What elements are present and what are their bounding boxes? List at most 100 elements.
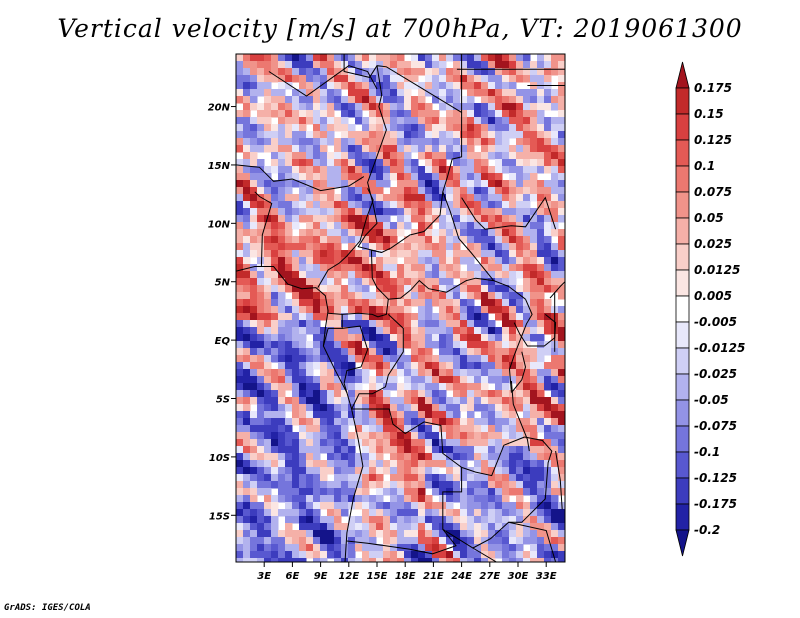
field-cell [551,425,559,433]
field-cell [383,229,391,237]
field-cell [404,446,412,454]
field-cell [502,187,510,195]
field-cell [320,257,328,265]
field-cell [481,474,489,482]
field-cell [362,187,370,195]
field-cell [362,96,370,104]
field-cell [530,488,538,496]
field-cell [306,355,314,363]
field-cell [432,376,440,384]
field-cell [369,495,377,503]
field-cell [397,180,405,188]
field-cell [446,327,454,335]
field-cell [334,124,342,132]
field-cell [432,110,440,118]
field-cell [537,488,545,496]
field-cell [418,355,426,363]
field-cell [509,187,517,195]
field-cell [495,201,503,209]
field-cell [404,523,412,531]
field-cell [432,397,440,405]
field-cell [278,229,286,237]
field-cell [306,152,314,160]
field-cell [509,313,517,321]
field-cell [313,439,321,447]
field-cell [299,432,307,440]
field-cell [341,299,349,307]
field-cell [348,460,356,468]
field-cell [530,194,538,202]
field-cell [544,138,552,146]
field-cell [467,348,475,356]
field-cell [313,544,321,552]
field-cell [516,488,524,496]
field-cell [481,229,489,237]
colorbar-swatch [675,321,690,349]
field-cell [502,474,510,482]
field-cell [530,376,538,384]
field-cell [551,509,559,517]
field-cell [327,68,335,76]
field-cell [558,201,565,209]
field-cell [320,467,328,475]
field-cell [348,152,356,160]
field-cell [530,208,538,216]
field-cell [502,467,510,475]
field-cell [369,257,377,265]
field-cell [488,509,496,517]
field-cell [313,376,321,384]
field-cell [418,166,426,174]
field-cell [383,61,391,69]
field-cell [558,481,565,489]
field-cell [425,257,433,265]
field-cell [292,138,300,146]
field-cell [474,138,482,146]
field-cell [418,61,426,69]
field-cell [523,243,531,251]
field-cell [439,82,447,90]
field-cell [495,467,503,475]
field-cell [271,530,279,538]
field-cell [390,530,398,538]
field-cell [236,180,244,188]
field-cell [474,201,482,209]
x-tick-label: 9E [314,571,328,582]
field-cell [481,348,489,356]
field-cell [271,152,279,160]
y-tick-label: 10S [209,453,230,464]
field-cell [523,509,531,517]
field-cell [530,320,538,328]
field-cell [243,180,251,188]
field-cell [278,243,286,251]
field-cell [523,390,531,398]
field-cell [558,341,565,349]
field-cell [250,544,258,552]
field-cell [327,285,335,293]
field-cell [418,474,426,482]
field-cell [432,509,440,517]
field-cell [439,544,447,552]
field-cell [551,61,559,69]
field-cell [306,481,314,489]
field-cell [551,467,559,475]
field-cell [530,439,538,447]
field-cell [558,292,565,300]
field-cell [257,369,265,377]
field-cell [509,159,517,167]
field-cell [278,474,286,482]
field-cell [474,194,482,202]
field-cell [439,201,447,209]
field-cell [432,271,440,279]
field-cell [390,516,398,524]
field-cell [481,383,489,391]
field-cell [495,446,503,454]
field-cell [341,523,349,531]
field-cell [481,208,489,216]
field-cell [488,54,496,62]
field-cell [320,551,328,559]
field-cell [264,523,272,531]
colorbar-level-label: 0.005 [694,289,732,303]
field-cell [250,481,258,489]
field-cell [278,495,286,503]
field-cell [299,488,307,496]
